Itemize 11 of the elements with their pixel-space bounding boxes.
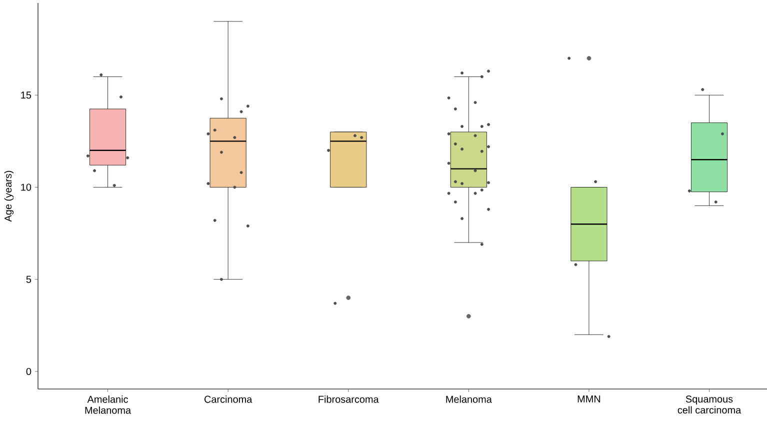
y-axis-title: Age (years) [4, 170, 14, 222]
y-tick-label: 5 [26, 276, 32, 283]
x-tick-label: MMN [578, 396, 600, 402]
y-tick-label: 10 [21, 184, 32, 191]
x-tick-label: Squamous cell carcinoma [678, 396, 742, 414]
x-tick-label: Fibrosarcoma [318, 396, 379, 403]
x-tick-label: Amelanic Melanoma [85, 396, 132, 414]
x-tick-label: Carcinoma [204, 396, 252, 403]
x-tick-label: Melanoma [446, 396, 492, 403]
y-tick-label: 15 [21, 92, 32, 99]
y-tick-label: 0 [26, 368, 32, 376]
